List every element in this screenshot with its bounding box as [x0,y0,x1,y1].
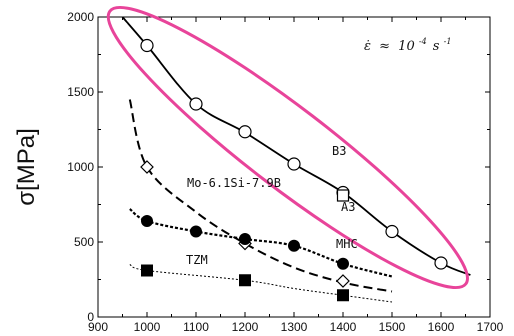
plot-frame [97,16,491,318]
data-point-b3-1 [189,97,203,111]
x-tick-label-1200: 1200 [232,320,259,334]
y-tick-label-0: 0 [87,310,94,324]
x-tick-label-1600: 1600 [428,320,455,334]
series-label-a3: A3 [341,200,355,214]
data-point-tzm-2 [337,289,349,302]
data-point-b3-6 [434,256,448,270]
x-tick-label-1700: 1700 [477,320,504,334]
y-axis-label: σ[MPa] [13,128,40,206]
data-point-mhc-1 [190,225,202,238]
y-tick-label-2000: 2000 [67,10,94,24]
data-point-b3-2 [238,125,252,139]
data-point-mo-6-1si-7-9b-0 [140,160,154,174]
y-tick-label-1000: 1000 [67,160,94,174]
series-line-b3 [121,16,471,276]
x-tick-label-1400: 1400 [330,320,357,334]
series-line-tzm [129,264,393,303]
data-point-mo-6-1si-7-9b-2 [336,274,350,288]
data-point-a3-0 [336,189,350,202]
data-point-tzm-1 [239,274,251,287]
data-point-b3-3 [287,157,301,171]
strain-rate-annotation: ε̇ ≈ 10 -4 s -1 [364,33,451,54]
data-point-b3-5 [385,224,399,239]
highlight-ellipse [106,5,469,290]
series-label-mo-si-b: Mo-6.1Si-7.9B [187,176,281,190]
data-point-mhc-3 [288,239,300,252]
x-tick-label-1500: 1500 [379,320,406,334]
y-tick-label-500: 500 [74,235,94,249]
series-markers [140,38,448,302]
data-point-b3-0 [140,38,154,53]
data-point-mhc-2 [239,233,251,245]
x-tick-label-1000: 1000 [134,320,161,334]
y-tick-label-1500: 1500 [67,85,94,99]
x-tick-label-900: 900 [88,320,108,334]
x-tick-label-1100: 1100 [183,320,209,334]
tick-labels: 900 1000 1100 1200 1300 1400 1500 1600 1700 0 500 1… [67,10,503,334]
series-label-tzm: TZM [186,253,208,267]
series-label-mhc: MHC [336,237,358,251]
series-label-b3: B3 [332,144,346,158]
series-line-mo-6-1si-7-9b [128,99,393,293]
data-point-tzm-0 [141,264,153,277]
data-point-mhc-4 [337,257,349,270]
data-point-mhc-0 [141,215,153,227]
x-tick-label-1300: 1300 [281,320,308,334]
